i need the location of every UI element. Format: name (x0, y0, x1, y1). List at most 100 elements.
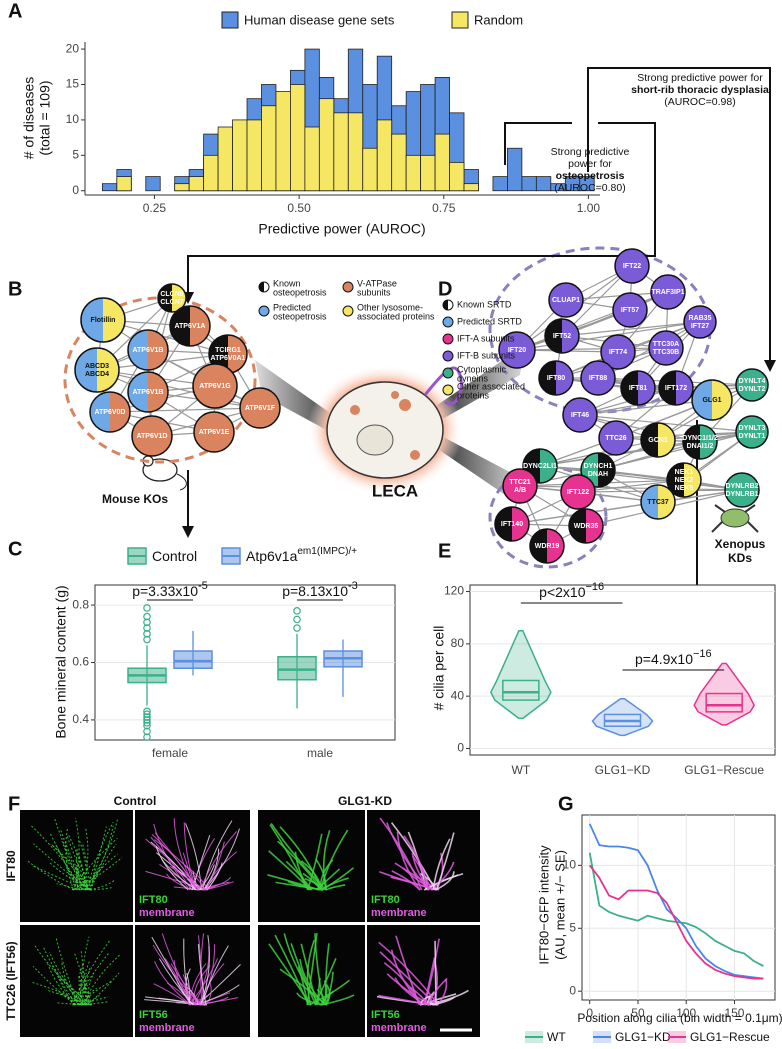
panel-label: G (558, 793, 574, 815)
cilium-signal (206, 862, 223, 891)
cilium-signal (84, 819, 118, 891)
annotation: short-rib thoracic dysplasia (631, 84, 769, 96)
cilium-signal (158, 958, 194, 1006)
node-circle (612, 292, 648, 328)
node-half (659, 371, 676, 405)
node-outline (691, 379, 733, 421)
legend-swatch (342, 305, 354, 317)
network-edge (511, 489, 743, 525)
mouse-icon (142, 455, 187, 491)
cilium-signal (66, 986, 79, 1006)
box-outlier (143, 718, 151, 727)
node-half (562, 319, 579, 353)
node-circle (193, 411, 235, 453)
overlay-label: membrane (139, 907, 195, 919)
node-outline (666, 462, 702, 498)
y-tick-label: 15 (66, 77, 80, 91)
network-node: ATP6V1B (127, 371, 169, 413)
histogram-bar (507, 147, 523, 192)
box-outlier (143, 612, 151, 621)
histogram-bar (217, 126, 233, 192)
cilium-signal (150, 836, 193, 891)
network-node: IFT122 (560, 474, 596, 510)
cilium-signal (306, 933, 318, 1006)
node-label: IFT140 (501, 521, 523, 528)
annotation: (AUROC=0.98) (664, 96, 735, 108)
network-node: GLG1 (691, 379, 733, 421)
panel-label: D (438, 278, 452, 300)
network-node: ATP6V1E (193, 411, 235, 453)
node-half (172, 284, 186, 312)
cilium-signal (61, 840, 85, 891)
network-node: TTC26 (598, 420, 634, 456)
node-label: IFT122 (567, 489, 589, 496)
y-axis-title: (total = 109) (37, 80, 53, 155)
y-tick-label: 0 (457, 741, 464, 755)
node-label: DYNLRB1 (725, 491, 758, 498)
annotation: p=8.13x10-3 (282, 580, 358, 599)
node-outline (620, 370, 656, 406)
histogram-bar (304, 126, 320, 192)
node-outline (74, 347, 120, 393)
box-outlier (143, 721, 151, 730)
overlay-label: IFT80 (139, 894, 168, 906)
node-label: DYNLT2 (739, 386, 766, 393)
panel-label: E (438, 540, 451, 562)
legend-label: Known SRTD (457, 299, 512, 309)
cilium-signal (55, 937, 79, 1006)
box-outlier (143, 733, 151, 741)
arrowhead (182, 526, 194, 538)
cilium-signal (203, 848, 220, 891)
histogram-bar (521, 176, 537, 192)
network-edge (577, 479, 685, 493)
node-half (75, 348, 97, 392)
annotation: p=3.33x10-5 (132, 580, 208, 599)
node-outline (80, 297, 126, 343)
node-label: DNAI1/2 (687, 443, 714, 450)
y-axis-title: Bone mineral content (g) (53, 585, 69, 738)
cilium-signal (75, 857, 123, 891)
network-node: ATP6V1A (169, 305, 211, 347)
annotation: p<2x10−16 (539, 581, 604, 600)
network-edge (516, 291, 669, 351)
node-label: ATP6V1F (245, 405, 276, 412)
box-outlier (293, 615, 301, 624)
box-outlier (293, 607, 301, 615)
node-half (658, 423, 675, 457)
histogram-bar (116, 176, 132, 192)
organelle (399, 399, 411, 411)
y-tick-label: 20 (66, 41, 80, 55)
node-half (90, 392, 110, 432)
network-node: ATP6V1F (239, 387, 281, 429)
cilium-signal (205, 841, 225, 891)
cilium-signal (419, 873, 437, 891)
y-tick-label: 0.6 (72, 655, 89, 669)
node-half (621, 371, 638, 405)
network-node: ATP6V1G (192, 363, 238, 409)
x-tick-label: WT (512, 763, 531, 777)
cilium-signal (435, 832, 455, 891)
legend-label: Predicted (273, 302, 311, 312)
node-label: DNAH (588, 471, 608, 478)
box-outlier (143, 710, 151, 718)
cilium-signal (432, 996, 456, 1006)
annotation-text: p=3.33x10 (132, 583, 198, 599)
node-circle (600, 334, 636, 370)
node-label: CLUAP1 (552, 297, 580, 304)
cilium-signal (191, 884, 200, 891)
cilium-signal (319, 990, 335, 1006)
legend-swatch (221, 11, 239, 29)
legend-label: Atp6v1aem1(IMPC)/+ (246, 546, 357, 564)
network-node: IFT46 (562, 397, 598, 433)
node-label: TTC30B (653, 349, 679, 356)
column-label: GLG1-KD (338, 794, 392, 808)
cilium-signal (306, 939, 315, 1006)
cilium-signal (32, 981, 87, 1006)
cilium-signal (294, 851, 311, 891)
node-label: IFT172 (665, 385, 687, 392)
node-label: Flotillin (91, 317, 116, 324)
x-tick-label: GLG1−Rescue (684, 763, 764, 777)
cilium-signal (87, 972, 95, 1006)
